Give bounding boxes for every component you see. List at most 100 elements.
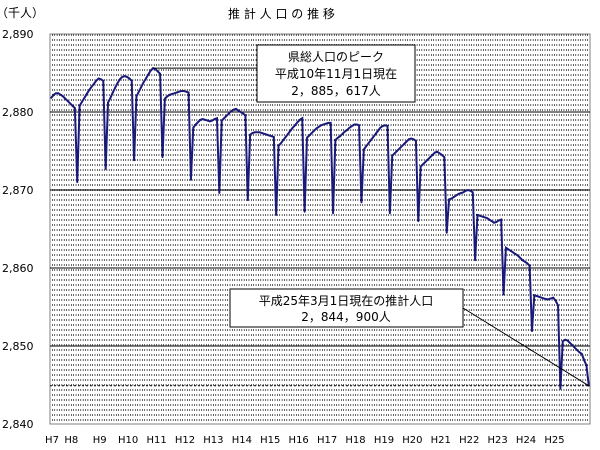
x-tick-label: H8 (64, 435, 78, 446)
data-point (452, 196, 455, 198)
data-point (118, 78, 121, 81)
data-point (370, 139, 372, 141)
data-point (253, 131, 256, 134)
x-axis-tick-labels: H7 H8 H9 H10 H11 H12 H13 H14 H15 H16 H17 H18 H19 H20 H… (45, 435, 565, 446)
data-point (509, 249, 512, 252)
data-point (336, 136, 339, 139)
peak-callout-line3: 2，885，617人 (291, 84, 380, 98)
data-point (348, 126, 351, 129)
data-point (320, 124, 323, 127)
data-point (277, 144, 280, 147)
data-point (346, 129, 349, 131)
data-point (121, 76, 124, 78)
data-point (102, 79, 105, 82)
x-tick-label: H14 (232, 435, 252, 446)
data-point (81, 100, 83, 103)
data-point (365, 145, 368, 148)
data-point (50, 97, 53, 99)
data-point (163, 97, 166, 100)
y-axis-tick-labels: 2,840 2,850 2,860 2,870 2,880 2,890 (2, 28, 34, 431)
data-point (362, 148, 365, 151)
data-point (441, 154, 443, 156)
data-point (71, 104, 74, 107)
data-point (306, 136, 308, 139)
data-point (52, 93, 55, 96)
data-point (564, 338, 567, 341)
data-point (353, 123, 356, 126)
data-point (483, 216, 486, 219)
data-point (227, 112, 230, 115)
data-point (332, 212, 334, 215)
data-point (171, 93, 173, 95)
data-point (322, 123, 325, 126)
data-point (130, 79, 133, 82)
data-point (545, 298, 548, 301)
data-point (135, 95, 138, 98)
x-tick-label: H10 (118, 435, 138, 446)
data-point (533, 294, 536, 297)
data-point (531, 330, 533, 333)
data-point (415, 139, 417, 142)
data-point (542, 297, 545, 300)
data-point (486, 217, 488, 219)
x-tick-label: H25 (544, 435, 564, 446)
data-point (550, 297, 552, 300)
data-point (187, 91, 190, 94)
data-point (433, 151, 436, 154)
data-point (199, 118, 202, 121)
data-point (137, 90, 140, 93)
x-tick-label: H20 (402, 435, 422, 446)
data-point (237, 109, 240, 112)
data-point (301, 117, 304, 120)
data-point (126, 76, 128, 78)
data-point (426, 158, 429, 161)
data-point (578, 351, 581, 354)
data-point (270, 135, 273, 138)
data-point (88, 89, 90, 92)
data-point (412, 138, 415, 141)
data-point (478, 214, 481, 217)
latest-callout-leader (462, 307, 590, 387)
data-point (552, 296, 555, 299)
data-point (341, 132, 344, 135)
data-point (140, 86, 143, 88)
data-point (325, 122, 327, 125)
data-point (64, 97, 67, 100)
data-point (275, 214, 278, 216)
data-point (360, 201, 363, 204)
data-point (62, 95, 64, 98)
data-point (256, 131, 259, 134)
data-point (69, 102, 72, 105)
data-point (566, 339, 569, 342)
data-point (490, 220, 493, 223)
y-tick-label: 2,890 (2, 28, 34, 41)
data-point (474, 259, 477, 262)
x-tick-label: H17 (317, 435, 337, 446)
data-point (268, 134, 270, 137)
data-point (327, 122, 330, 124)
data-point (410, 137, 413, 140)
x-tick-label: H16 (289, 435, 309, 446)
data-point (244, 114, 247, 117)
data-point (488, 218, 491, 221)
data-point (90, 86, 93, 88)
data-point (206, 119, 209, 122)
data-point (261, 132, 263, 134)
data-point (516, 254, 519, 257)
data-point (145, 77, 147, 80)
data-point (204, 118, 207, 121)
data-point (460, 192, 462, 195)
data-point (175, 91, 178, 94)
data-point (405, 140, 408, 143)
peak-callout: 県総人口のピーク 平成10年11月1日現在 2，885，617人 (256, 44, 416, 103)
peak-callout-line2: 平成10年11月1日現在 (275, 67, 397, 81)
data-point (287, 132, 289, 135)
data-point (436, 150, 439, 153)
data-point (398, 147, 401, 150)
data-point (218, 192, 221, 195)
data-point (554, 299, 557, 302)
data-point (317, 125, 320, 128)
data-point (92, 83, 95, 85)
data-point (180, 90, 183, 92)
data-point (55, 92, 57, 95)
